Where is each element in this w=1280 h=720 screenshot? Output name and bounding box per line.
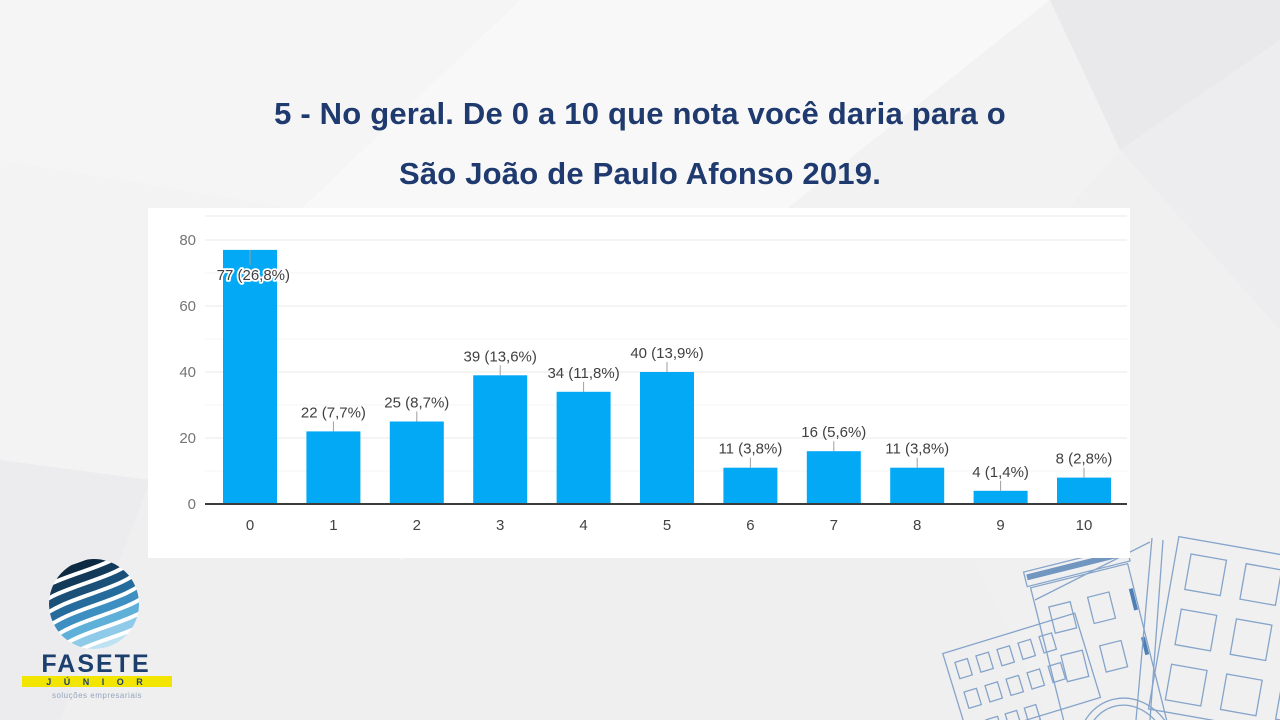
title-line-1: 5 - No geral. De 0 a 10 que nota você da… (274, 96, 1006, 131)
y-tick-label: 20 (179, 430, 196, 447)
logo-tagline: soluções empresariais (52, 691, 142, 700)
y-tick-label: 40 (179, 364, 196, 381)
chart-panel: 0 20 40 60 80 0 77 (26,8%) 1 22 (7,7%) 2 25 (8,7%)… (148, 208, 1130, 558)
x-tick-label: 6 (746, 517, 754, 534)
y-tick-label: 60 (179, 298, 196, 315)
x-tick-label: 8 (913, 517, 921, 534)
slide-title: 5 - No geral. De 0 a 10 que nota você da… (0, 84, 1280, 204)
x-tick-label: 4 (579, 517, 587, 534)
bar (389, 421, 444, 504)
x-tick-label: 5 (663, 517, 671, 534)
bar (890, 467, 945, 504)
bar-value-label: 11 (3,8%) (885, 441, 949, 458)
bar-value-label: 34 (11,8%) (547, 365, 619, 382)
building-illustration (941, 535, 1280, 720)
bar (306, 431, 361, 504)
bar-value-label: 40 (13,9%) (630, 345, 703, 362)
x-tick-label: 9 (996, 517, 1004, 534)
x-tick-label: 1 (329, 517, 337, 534)
bar-value-label: 8 (2,8%) (1056, 451, 1113, 468)
bar-value-label: 39 (13,6%) (464, 348, 537, 365)
x-tick-label: 7 (830, 517, 838, 534)
y-tick-label: 0 (188, 496, 196, 513)
bar (1057, 477, 1111, 504)
bar (556, 391, 611, 504)
bar (723, 467, 778, 504)
bar-value-label: 22 (7,7%) (301, 404, 366, 421)
bar (973, 490, 1028, 504)
logo-junior-band (22, 676, 172, 687)
bar-value-label: 4 (1,4%) (972, 464, 1029, 481)
bar (640, 372, 694, 504)
logo-brand-text: FASETE (41, 650, 150, 678)
x-tick-label: 3 (496, 517, 504, 534)
bar (223, 249, 277, 504)
bar-value-label: 25 (8,7%) (384, 395, 449, 412)
bar-value-label: 77 (26,8%) (217, 267, 290, 284)
title-line-2: São João de Paulo Afonso 2019. (398, 156, 882, 191)
fasete-junior-logo: FASETE J Ú N I O R soluções empresariais (22, 558, 172, 700)
bar (806, 451, 861, 504)
x-tick-label: 2 (413, 517, 421, 534)
bar-value-label: 11 (3,8%) (718, 441, 782, 458)
bar-chart: 0 20 40 60 80 0 77 (26,8%) 1 22 (7,7%) 2 25 (8,7%)… (179, 215, 1127, 534)
bar (473, 375, 528, 504)
y-tick-label: 80 (179, 232, 196, 249)
x-tick-label: 10 (1076, 517, 1093, 534)
x-tick-label: 0 (246, 517, 254, 534)
bar-value-label: 16 (5,6%) (801, 424, 866, 441)
logo-junior-text: J Ú N I O R (46, 676, 148, 687)
